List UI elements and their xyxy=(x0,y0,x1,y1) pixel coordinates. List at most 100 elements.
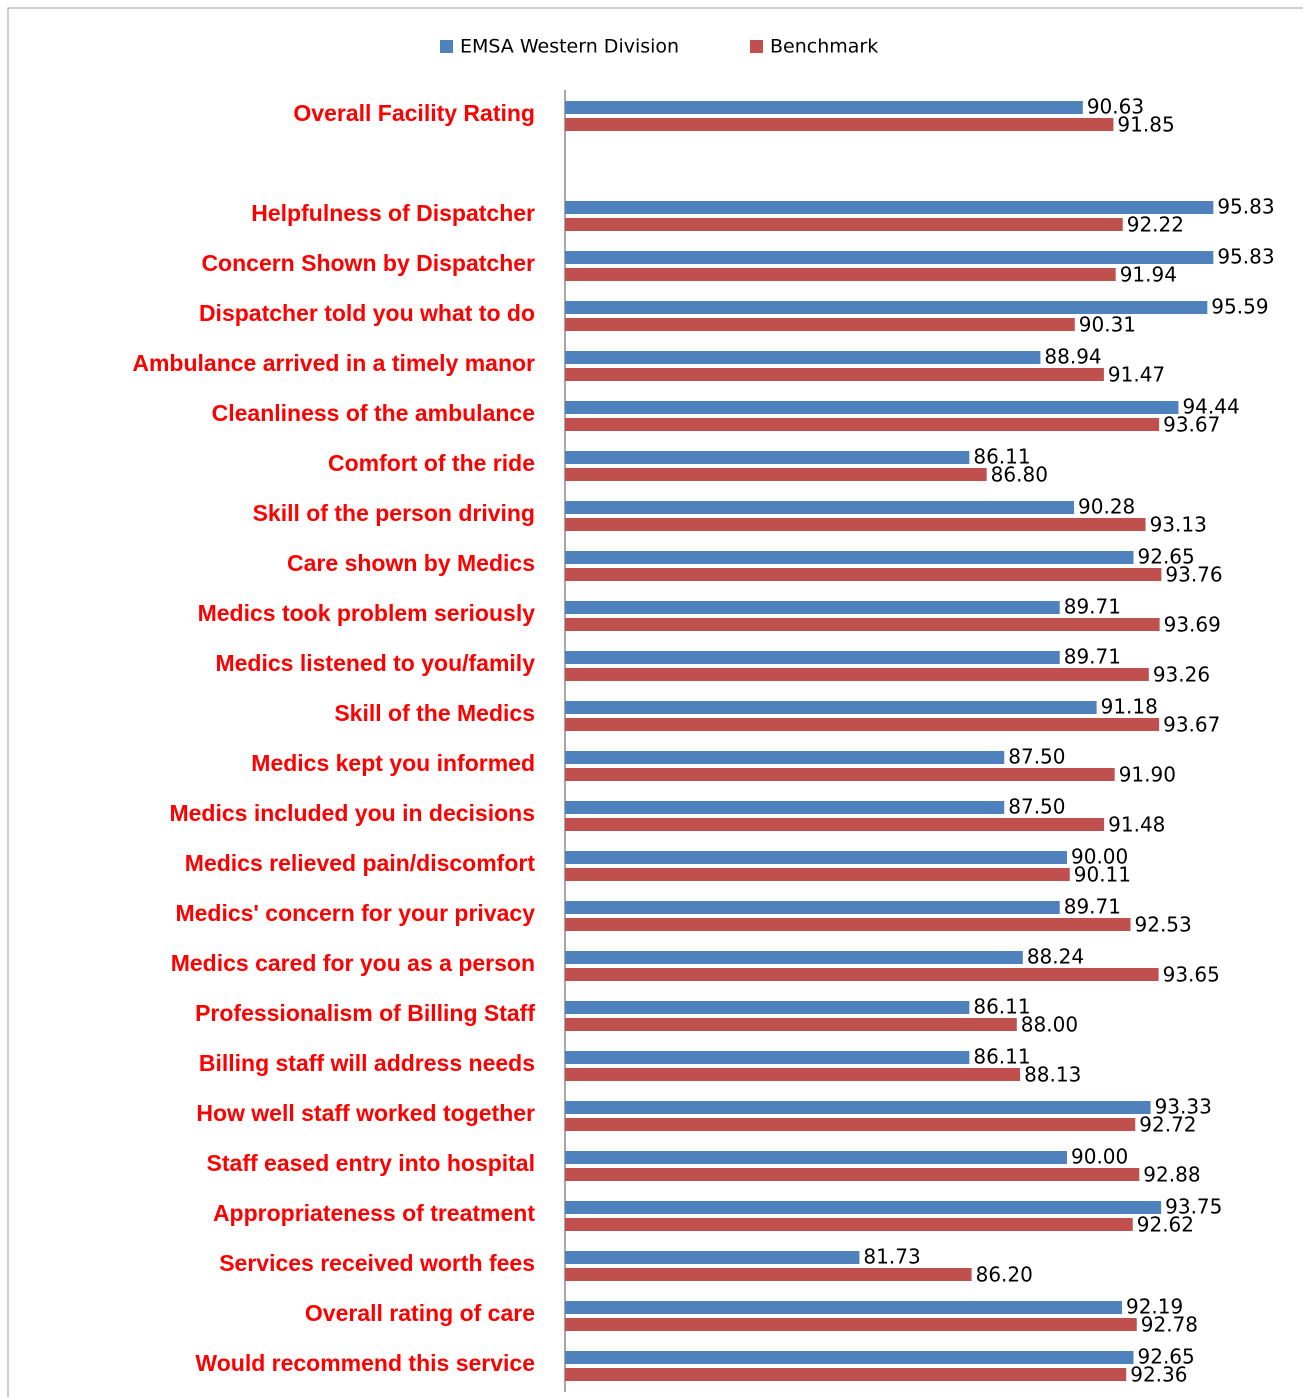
value-label: 89.71 xyxy=(1064,895,1121,919)
bar xyxy=(565,668,1149,681)
value-label: 92.22 xyxy=(1127,213,1184,237)
bar xyxy=(565,1201,1162,1214)
value-label: 86.11 xyxy=(973,995,1030,1019)
value-label: 93.33 xyxy=(1155,1095,1212,1119)
bar xyxy=(565,918,1131,931)
category-label: Concern Shown by Dispatcher xyxy=(201,250,535,276)
value-label: 92.78 xyxy=(1141,1313,1198,1337)
category-label: Services received worth fees xyxy=(219,1250,535,1276)
bar xyxy=(565,218,1123,231)
value-label: 92.62 xyxy=(1137,1213,1194,1237)
category-label: Medics kept you informed xyxy=(251,750,535,776)
bar xyxy=(565,1318,1137,1331)
value-label: 81.73 xyxy=(863,1245,920,1269)
chart-border xyxy=(7,7,1303,1397)
value-label: 92.72 xyxy=(1139,1113,1196,1137)
value-label: 86.11 xyxy=(973,445,1030,469)
legend-label: Benchmark xyxy=(770,36,878,58)
bar xyxy=(565,1068,1021,1081)
bar xyxy=(565,868,1070,881)
value-label: 92.36 xyxy=(1130,1363,1187,1387)
value-label: 95.59 xyxy=(1211,295,1268,319)
category-label: Medics cared for you as a person xyxy=(171,950,535,976)
bar xyxy=(565,818,1105,831)
value-label: 88.94 xyxy=(1044,345,1101,369)
value-label: 87.50 xyxy=(1008,745,1065,769)
value-label: 90.11 xyxy=(1074,863,1131,887)
value-label: 88.24 xyxy=(1027,945,1084,969)
value-label: 92.19 xyxy=(1126,1295,1183,1319)
bar xyxy=(565,1168,1140,1181)
category-label: Care shown by Medics xyxy=(287,550,535,576)
value-label: 93.67 xyxy=(1163,413,1220,437)
bar xyxy=(565,118,1114,131)
bar xyxy=(565,618,1160,631)
category-label: Ambulance arrived in a timely manor xyxy=(132,350,535,376)
bar xyxy=(565,1018,1017,1031)
bar xyxy=(565,418,1160,431)
bar xyxy=(565,351,1041,364)
legend-label: EMSA Western Division xyxy=(460,36,679,58)
bar xyxy=(565,1301,1122,1314)
bar xyxy=(565,1268,972,1281)
category-label: Skill of the person driving xyxy=(253,500,535,526)
value-label: 90.28 xyxy=(1078,495,1135,519)
category-label: Appropriateness of treatment xyxy=(213,1200,535,1226)
category-label: Medics relieved pain/discomfort xyxy=(185,850,536,876)
bar xyxy=(565,851,1067,864)
bar xyxy=(565,268,1116,281)
bar xyxy=(565,401,1179,414)
category-label: How well staff worked together xyxy=(196,1100,535,1126)
bar xyxy=(565,101,1083,114)
category-label: Medics took problem seriously xyxy=(198,600,536,626)
value-label: 90.63 xyxy=(1087,95,1144,119)
value-label: 95.83 xyxy=(1217,245,1274,269)
bar xyxy=(565,301,1208,314)
value-label: 86.20 xyxy=(976,1263,1033,1287)
value-label: 91.18 xyxy=(1101,695,1158,719)
bar xyxy=(565,1101,1151,1114)
bar xyxy=(565,318,1075,331)
value-label: 86.80 xyxy=(991,463,1048,487)
bar xyxy=(565,201,1214,214)
bar xyxy=(565,1251,860,1264)
category-label: Professionalism of Billing Staff xyxy=(195,1000,535,1026)
category-label: Billing staff will address needs xyxy=(199,1050,535,1076)
category-label: Skill of the Medics xyxy=(334,700,535,726)
bar xyxy=(565,1151,1067,1164)
bar xyxy=(565,751,1005,764)
bar xyxy=(565,951,1023,964)
value-label: 93.75 xyxy=(1165,1195,1222,1219)
category-label: Helpfulness of Dispatcher xyxy=(251,200,535,226)
value-label: 91.48 xyxy=(1108,813,1165,837)
value-label: 95.83 xyxy=(1217,195,1274,219)
category-label: Comfort of the ride xyxy=(328,450,535,476)
value-label: 93.13 xyxy=(1150,513,1207,537)
value-label: 89.71 xyxy=(1064,645,1121,669)
bar xyxy=(565,701,1097,714)
value-label: 93.69 xyxy=(1164,613,1221,637)
value-label: 88.13 xyxy=(1024,1063,1081,1087)
value-label: 92.53 xyxy=(1135,913,1192,937)
value-label: 90.31 xyxy=(1079,313,1136,337)
value-label: 94.44 xyxy=(1182,395,1239,419)
bar xyxy=(565,1118,1136,1131)
category-label: Staff eased entry into hospital xyxy=(207,1150,535,1176)
value-label: 89.71 xyxy=(1064,595,1121,619)
value-label: 87.50 xyxy=(1008,795,1065,819)
bar xyxy=(565,1001,970,1014)
bar xyxy=(565,468,987,481)
value-label: 92.65 xyxy=(1138,1345,1195,1369)
value-label: 93.26 xyxy=(1153,663,1210,687)
category-label: Overall rating of care xyxy=(305,1300,535,1326)
bar xyxy=(565,601,1060,614)
bar xyxy=(565,251,1214,264)
bar xyxy=(565,901,1060,914)
value-label: 91.90 xyxy=(1119,763,1176,787)
category-label: Medics included you in decisions xyxy=(169,800,535,826)
value-label: 93.67 xyxy=(1163,713,1220,737)
bar xyxy=(565,768,1115,781)
category-label: Cleanliness of the ambulance xyxy=(212,400,535,426)
category-label: Dispatcher told you what to do xyxy=(199,300,535,326)
bar xyxy=(565,568,1162,581)
